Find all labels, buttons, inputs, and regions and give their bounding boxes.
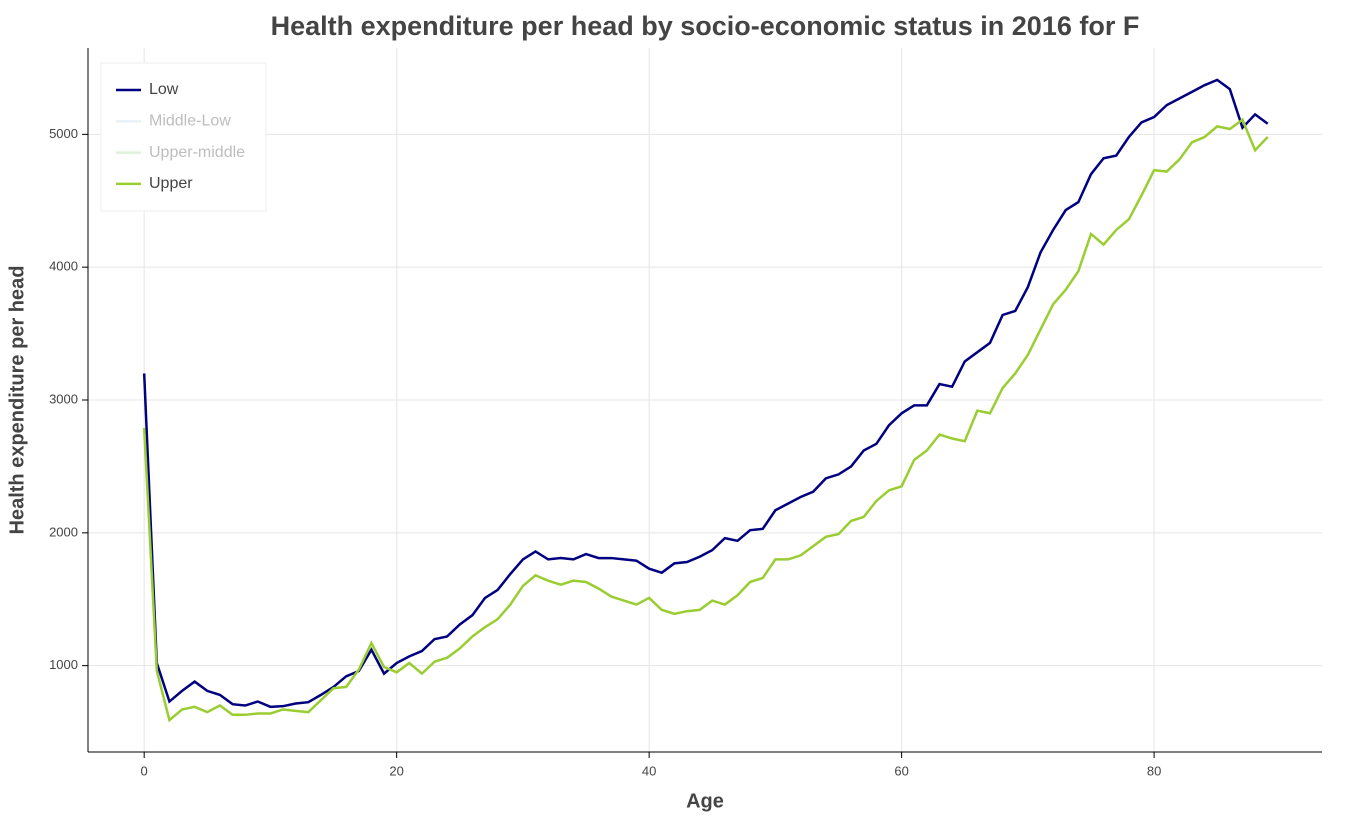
legend-box (100, 62, 267, 212)
legend-label[interactable]: Upper-middle (149, 144, 245, 161)
y-tick-label: 3000 (49, 391, 78, 406)
legend-label[interactable]: Low (149, 81, 179, 98)
legend-label[interactable]: Middle-Low (149, 113, 231, 130)
x-axis-label: Age (686, 790, 724, 812)
x-tick-label: 20 (389, 763, 403, 778)
line-series (142, 78, 1269, 709)
y-tick-label: 1000 (49, 657, 78, 672)
legend-label[interactable]: Upper (149, 175, 193, 192)
chart-title: Health expenditure per head by socio-eco… (271, 11, 1140, 41)
y-tick-label: 2000 (49, 524, 78, 539)
y-tick-label: 5000 (49, 126, 78, 141)
y-axis-label: Health expenditure per head (6, 266, 28, 535)
line-series (142, 117, 1269, 723)
x-tick-label: 0 (141, 763, 148, 778)
x-tick-label: 80 (1147, 763, 1161, 778)
x-tick-label: 40 (642, 763, 656, 778)
x-tick-label: 60 (894, 763, 908, 778)
y-tick-label: 4000 (49, 259, 78, 274)
